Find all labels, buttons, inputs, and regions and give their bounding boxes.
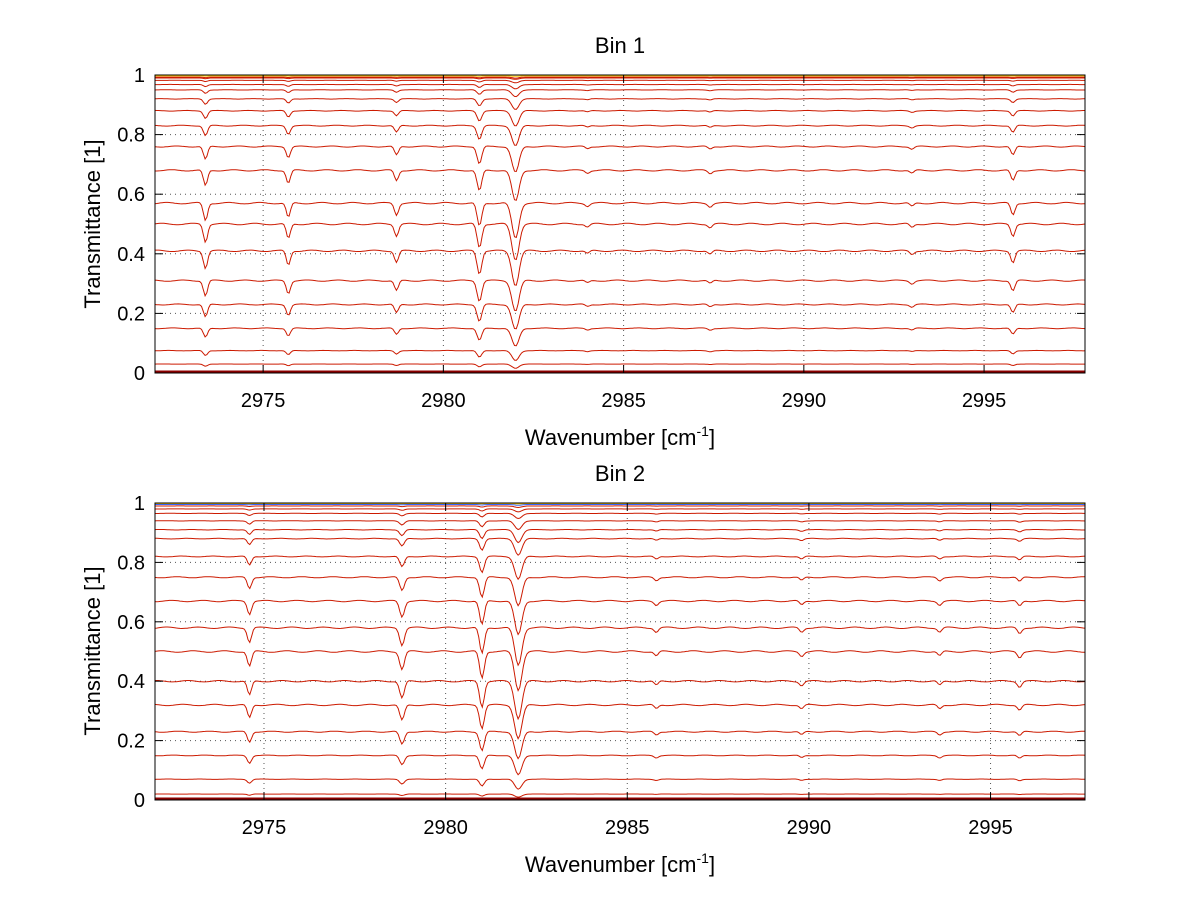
panel-title: Bin 1 — [595, 33, 645, 58]
transmittance-trace — [154, 599, 1086, 636]
x-tick-label: 2985 — [601, 390, 646, 412]
transmittance-trace — [154, 89, 1085, 98]
x-tick-label: 2995 — [968, 817, 1013, 839]
y-tick-labels: 0 0.2 0.4 0.6 0.8 1 — [117, 493, 145, 812]
transmittance-trace — [155, 504, 1085, 506]
transmittance-trace — [154, 145, 1086, 172]
transmittance-trace — [155, 349, 1086, 361]
y-tick-label: 1 — [134, 493, 145, 515]
transmittance-trace — [154, 222, 1086, 261]
transmittance-trace — [155, 83, 1085, 90]
y-tick-label: 0.6 — [117, 612, 145, 634]
x-axis-label: Wavenumber [cm-1] — [525, 423, 715, 450]
transmittance-trace — [155, 754, 1086, 776]
y-tick-label: 0.2 — [117, 731, 145, 753]
transmittance-trace — [154, 520, 1086, 531]
transmittance-trace — [154, 279, 1086, 312]
x-tick-label: 2980 — [423, 817, 468, 839]
transmittance-trace — [154, 626, 1086, 667]
transmittance-trace — [155, 76, 1085, 79]
transmittance-trace — [155, 505, 1085, 509]
y-tick-label: 0.4 — [117, 671, 145, 693]
transmittance-trace — [155, 77, 1085, 80]
y-axis-label: Transmittance [1] — [80, 566, 105, 735]
x-tick-label: 2975 — [242, 817, 287, 839]
x-tick-labels: 2975 2980 2985 2990 2995 — [241, 390, 1006, 412]
y-tick-label: 0.6 — [117, 184, 145, 206]
x-tick-label: 2980 — [421, 390, 466, 412]
tick-marks — [155, 502, 1085, 801]
transmittance-trace — [154, 528, 1085, 544]
transmittance-trace — [155, 79, 1085, 84]
transmittance-trace — [154, 650, 1085, 692]
bin-2-panel: Bin 2 0 0.2 0.4 0.6 0.8 1 2975 2980 2985 2990 299… — [80, 461, 1086, 877]
transmittance-trace — [154, 124, 1086, 146]
x-tick-label: 2995 — [962, 390, 1007, 412]
transmittance-trace — [155, 249, 1086, 286]
grid — [155, 75, 1085, 373]
transmittance-trace — [154, 778, 1086, 790]
transmittance-trace — [154, 201, 1086, 239]
y-tick-label: 0.2 — [117, 303, 145, 325]
transmittance-trace — [155, 512, 1085, 520]
transmittance-trace — [154, 793, 1085, 798]
y-tick-label: 1 — [134, 65, 145, 87]
transmittance-trace — [154, 576, 1085, 607]
transmittance-trace — [155, 680, 1086, 721]
y-axis-label: Transmittance [1] — [80, 139, 105, 308]
bin-1-panel: Bin 1 0 0.2 0.4 0.6 0.8 1 2975 2980 2985 2990 299… — [80, 33, 1086, 450]
x-tick-label: 2990 — [782, 390, 827, 412]
transmittance-trace — [155, 508, 1085, 513]
plot-frame — [154, 502, 1086, 801]
x-tick-labels: 2975 2980 2985 2990 2995 — [242, 817, 1013, 839]
y-tick-label: 0 — [134, 363, 145, 385]
y-tick-label: 0.8 — [117, 552, 145, 574]
tick-marks — [155, 74, 1085, 374]
panel-title: Bin 2 — [595, 461, 645, 486]
transmittance-trace — [154, 327, 1086, 347]
y-tick-labels: 0 0.2 0.4 0.6 0.8 1 — [117, 65, 145, 385]
transmittance-trace — [154, 109, 1085, 127]
transmittance-trace — [154, 363, 1085, 369]
traces — [154, 74, 1086, 374]
plot-frame — [154, 74, 1086, 374]
y-tick-label: 0.8 — [117, 125, 145, 147]
y-tick-label: 0 — [134, 790, 145, 812]
transmittance-trace — [154, 303, 1086, 330]
traces — [154, 502, 1086, 801]
x-tick-label: 2985 — [605, 817, 650, 839]
transmittance-trace — [155, 169, 1086, 201]
transmittance-trace — [154, 555, 1086, 581]
transmittance-trace — [154, 703, 1086, 740]
x-tick-label: 2990 — [787, 817, 832, 839]
transmittance-trace — [155, 537, 1086, 556]
x-tick-label: 2975 — [241, 390, 285, 412]
transmittance-trace — [155, 98, 1085, 110]
x-axis-label: Wavenumber [cm-1] — [525, 850, 715, 877]
transmittance-trace — [154, 730, 1085, 760]
y-tick-label: 0.4 — [117, 244, 145, 266]
